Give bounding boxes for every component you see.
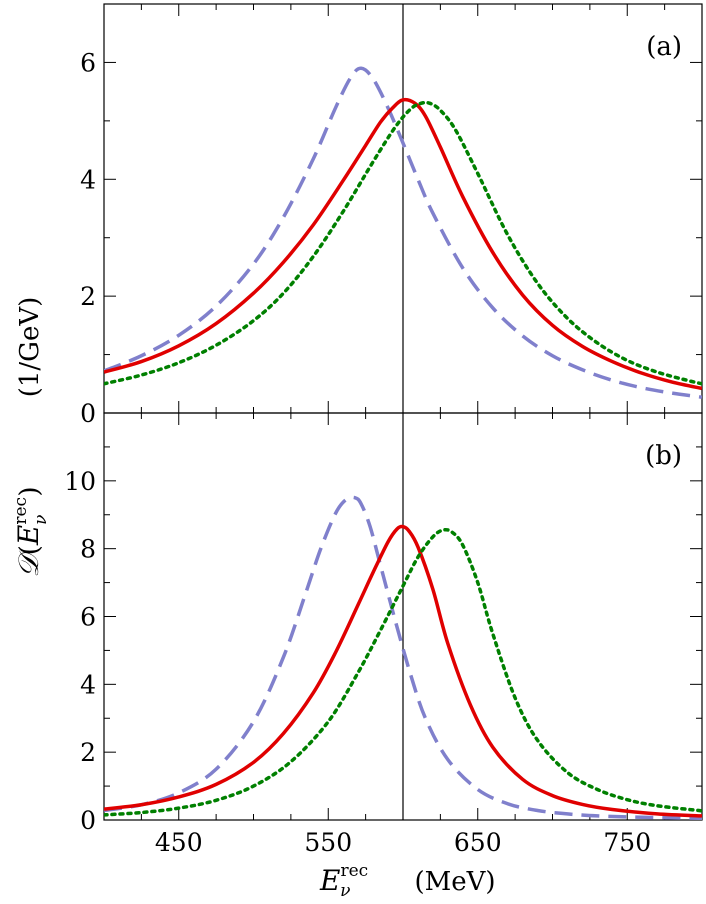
x-tick-label: 750 [603, 828, 651, 857]
x-tick-label: 550 [304, 828, 352, 857]
panel-b-label: (b) [645, 441, 682, 471]
y-tick-label: 2 [80, 282, 96, 311]
series-line-dotted [104, 100, 702, 386]
x-tick-label: 650 [454, 828, 502, 857]
x-axis-title: Erec ν (MeV) [319, 861, 496, 901]
series-line-dashed [104, 495, 702, 820]
x-tick-label: 450 [155, 828, 203, 857]
y-tick-label: 0 [80, 399, 96, 428]
series-line-solid [104, 524, 702, 818]
panel-a: 0 2 4 6 [80, 3, 703, 428]
y-axis-symbol: 𝒟(Erecν) [11, 486, 51, 577]
panel-b: 0 2 4 6 8 10 450 550 650 750 [64, 412, 703, 857]
series-line-solid [104, 97, 702, 391]
y-tick-label: 6 [80, 48, 96, 77]
y-tick-label: 8 [80, 535, 96, 564]
y-axis-title: 𝒟(Erecν) (1/GeV) [11, 297, 51, 578]
y-tick-label: 2 [80, 738, 96, 767]
y-tick-label: 4 [80, 670, 96, 699]
panel-a-label: (a) [646, 32, 682, 62]
y-axis-unit: (1/GeV) [15, 297, 45, 398]
series-line-dashed [104, 66, 702, 399]
x-axis-symbol: Erec ν [319, 861, 368, 901]
y-tick-label: 6 [80, 603, 96, 632]
x-axis-unit: (MeV) [414, 867, 495, 897]
y-tick-label: 4 [80, 165, 96, 194]
series-line-dotted [104, 527, 702, 817]
y-tick-label: 10 [64, 467, 96, 496]
y-tick-label: 0 [80, 806, 96, 835]
